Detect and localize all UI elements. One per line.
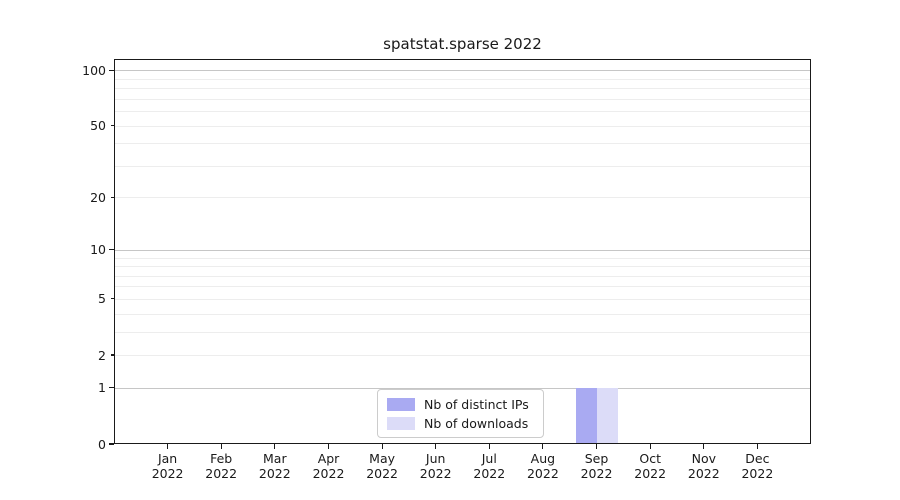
- legend-label-downloads: Nb of downloads: [424, 415, 529, 431]
- x-tick-label-oct: Oct 2022: [634, 451, 667, 481]
- gridline-minor-50: [114, 125, 811, 127]
- legend: Nb of distinct IPs Nb of downloads: [377, 389, 544, 438]
- gridline-minor-2: [114, 355, 811, 356]
- gridline-major-10: [114, 249, 811, 251]
- gridline-minor-7: [114, 275, 811, 277]
- x-tick-label-feb: Feb 2022: [205, 451, 238, 481]
- x-tick-mark-jan: [167, 444, 169, 449]
- y-tick-mark-0: [109, 443, 114, 445]
- y-tick-label-2: 2: [98, 347, 106, 363]
- bar-sep-distinct-ips: [575, 387, 597, 444]
- legend-label-distinct-ips: Nb of distinct IPs: [424, 396, 529, 412]
- x-tick-mark-may: [381, 444, 383, 449]
- gridline-minor-6: [114, 286, 811, 288]
- x-tick-mark-jul: [488, 444, 490, 449]
- legend-swatch-distinct-ips: [387, 397, 415, 411]
- y-tick-mark-1: [109, 387, 114, 389]
- gridline-major-1: [114, 387, 811, 389]
- x-tick-mark-aug: [542, 444, 544, 449]
- gridline-minor-30: [114, 165, 811, 167]
- gridline-minor-40: [114, 143, 811, 145]
- x-tick-label-mar: Mar 2022: [258, 451, 291, 481]
- y-tick-mark-20: [110, 196, 114, 198]
- gridline-minor-90: [114, 78, 811, 80]
- plot-area: [114, 59, 811, 444]
- gridline-minor-5: [114, 298, 811, 300]
- y-tick-mark-5: [110, 298, 114, 300]
- gridline-minor-3: [114, 331, 811, 333]
- gridline-minor-4: [114, 313, 811, 315]
- gridline-minor-60: [114, 111, 811, 113]
- x-tick-mark-apr: [327, 444, 330, 449]
- y-tick-mark-100: [109, 69, 114, 71]
- x-tick-mark-dec: [756, 444, 758, 449]
- y-tick-label-0: 0: [98, 436, 106, 452]
- legend-row-distinct-ips: Nb of distinct IPs: [387, 397, 534, 412]
- gridline-major-100: [114, 70, 811, 72]
- x-tick-label-nov: Nov 2022: [687, 451, 720, 481]
- x-tick-mark-sep: [595, 444, 598, 449]
- x-tick-label-jan: Jan 2022: [151, 451, 184, 481]
- y-tick-mark-10: [109, 249, 114, 251]
- y-tick-label-10: 10: [90, 242, 106, 258]
- y-tick-label-100: 100: [82, 62, 106, 78]
- legend-swatch-downloads: [387, 416, 415, 430]
- x-tick-label-jun: Jun 2022: [419, 451, 452, 481]
- x-tick-label-jul: Jul 2022: [473, 451, 506, 481]
- x-tick-mark-nov: [703, 444, 705, 449]
- x-tick-label-dec: Dec 2022: [741, 451, 774, 481]
- gridline-minor-80: [114, 88, 811, 90]
- gridline-minor-70: [114, 98, 811, 100]
- y-tick-mark-2: [110, 354, 114, 356]
- x-tick-label-aug: Aug 2022: [526, 451, 559, 481]
- y-tick-label-1: 1: [98, 380, 106, 396]
- y-tick-label-20: 20: [90, 189, 106, 205]
- x-tick-label-sep: Sep 2022: [580, 451, 613, 481]
- x-tick-mark-mar: [274, 444, 276, 449]
- gridline-minor-20: [114, 197, 811, 199]
- x-tick-mark-feb: [220, 444, 222, 449]
- gridline-minor-8: [114, 266, 811, 267]
- x-tick-mark-jun: [435, 444, 437, 449]
- bar-sep-downloads: [596, 387, 618, 444]
- y-tick-label-50: 50: [90, 118, 106, 134]
- y-tick-label-5: 5: [98, 291, 106, 307]
- x-tick-mark-oct: [649, 444, 651, 449]
- x-tick-label-may: May 2022: [366, 451, 398, 481]
- gridline-minor-9: [114, 257, 811, 259]
- y-tick-mark-50: [110, 125, 114, 127]
- legend-row-downloads: Nb of downloads: [387, 416, 534, 431]
- x-tick-label-apr: Apr 2022: [312, 451, 345, 481]
- chart-title: spatstat.sparse 2022: [383, 35, 542, 53]
